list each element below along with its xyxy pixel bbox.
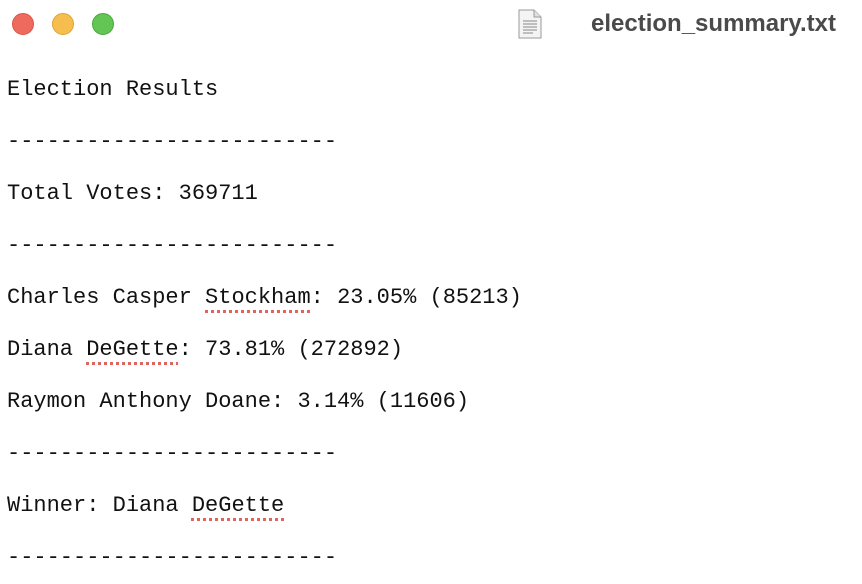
misspelled-word: Stockham bbox=[205, 285, 311, 310]
text-line: Total Votes: 369711 bbox=[7, 168, 258, 220]
misspelled-word: DeGette bbox=[86, 337, 179, 362]
text: Winner: Diana bbox=[7, 493, 192, 518]
document-icon bbox=[518, 9, 542, 39]
text: ------------------------- bbox=[7, 233, 338, 258]
zoom-button[interactable] bbox=[92, 13, 114, 35]
text-line: Winner: Diana DeGette bbox=[7, 480, 284, 532]
text: ------------------------- bbox=[7, 545, 338, 570]
text-line: ------------------------- bbox=[7, 116, 337, 168]
title-bar: election_summary.txt bbox=[0, 0, 862, 48]
text: Total Votes: 369711 bbox=[7, 181, 258, 206]
text: Raymon Anthony Doane: 3.14% (11606) bbox=[7, 389, 470, 414]
window-title: election_summary.txt bbox=[591, 10, 836, 37]
misspelled-word: DeGette bbox=[191, 493, 285, 518]
text-line: ------------------------- bbox=[7, 532, 337, 584]
close-button[interactable] bbox=[12, 13, 34, 35]
text: : 73.81% (272892) bbox=[178, 337, 404, 362]
text: Diana bbox=[7, 337, 87, 362]
text-line: Raymon Anthony Doane: 3.14% (11606) bbox=[7, 376, 469, 428]
text: : 23.05% (85213) bbox=[310, 285, 522, 310]
text: ------------------------- bbox=[7, 441, 338, 466]
text-line: Election Results bbox=[7, 64, 218, 116]
text-line: Charles Casper Stockham: 23.05% (85213) bbox=[7, 272, 522, 324]
text-line: ------------------------- bbox=[7, 428, 337, 480]
text: Charles Casper bbox=[7, 285, 206, 310]
minimize-button[interactable] bbox=[52, 13, 74, 35]
text-line: Diana DeGette: 73.81% (272892) bbox=[7, 324, 403, 376]
text: Election Results bbox=[7, 77, 219, 102]
text: ------------------------- bbox=[7, 129, 338, 154]
text-line: ------------------------- bbox=[7, 220, 337, 272]
